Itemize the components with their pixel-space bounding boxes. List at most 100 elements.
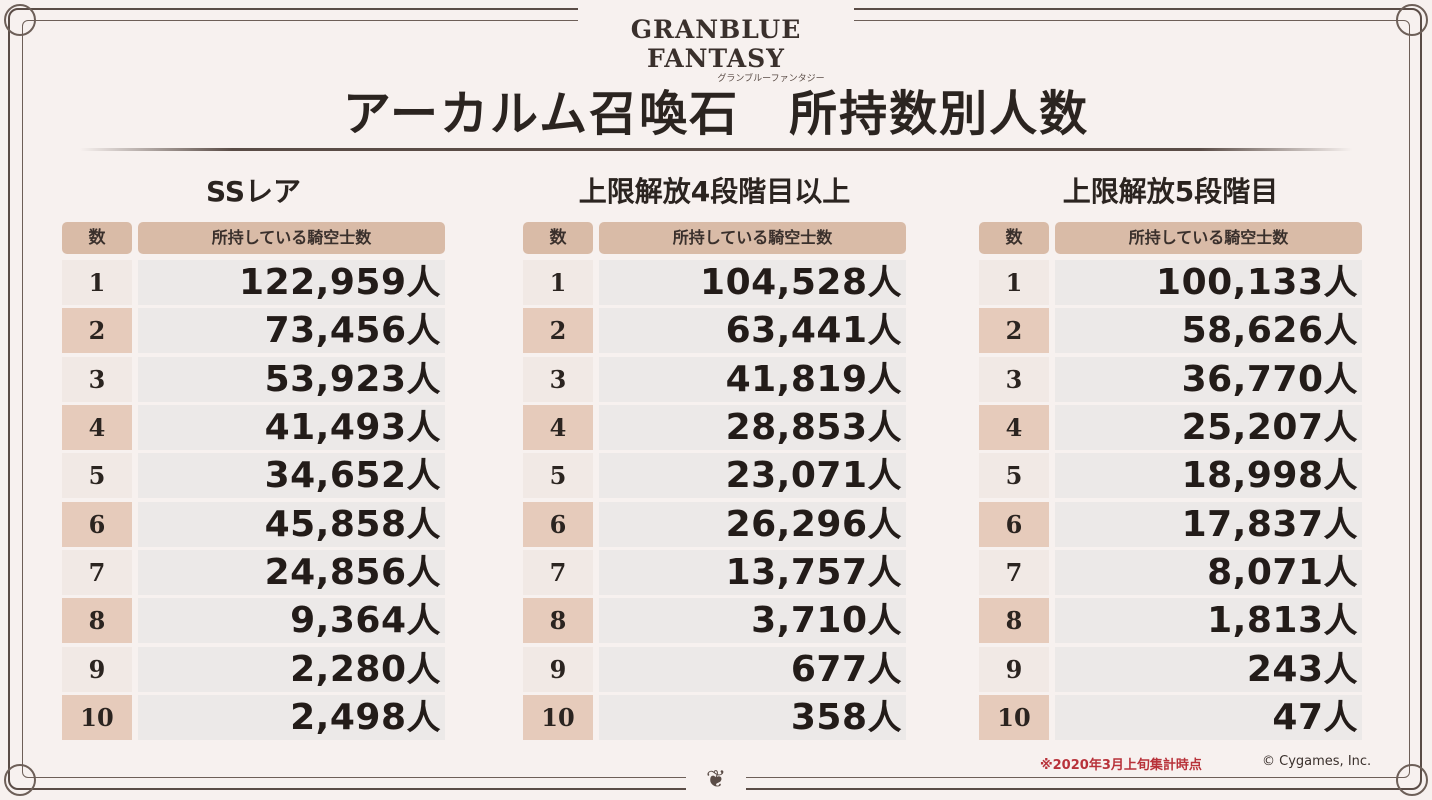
owners-value: 34,652 bbox=[264, 455, 407, 497]
owners-value: 24,856 bbox=[264, 551, 407, 593]
table-row: 5 23,071人 bbox=[523, 453, 906, 499]
owners-unit: 人 bbox=[1323, 263, 1358, 303]
table-row: 1 122,959人 bbox=[62, 260, 445, 305]
owners-unit: 人 bbox=[867, 407, 902, 448]
row-count: 7 bbox=[62, 549, 132, 595]
row-owners: 122,959人 bbox=[138, 260, 445, 305]
row-owners: 45,858人 bbox=[138, 501, 445, 547]
owners-value: 1,813 bbox=[1207, 600, 1324, 642]
row-count: 1 bbox=[62, 260, 132, 305]
owners-value: 358 bbox=[790, 696, 868, 738]
row-count: 9 bbox=[523, 646, 593, 692]
table-row: 5 18,998人 bbox=[979, 453, 1362, 499]
row-owners: 58,626人 bbox=[1055, 308, 1362, 354]
owners-unit: 人 bbox=[1323, 504, 1358, 545]
owners-value: 677 bbox=[790, 648, 868, 690]
row-count: 10 bbox=[62, 694, 132, 740]
row-count: 4 bbox=[979, 404, 1049, 450]
table-row: 7 8,071人 bbox=[979, 549, 1362, 595]
row-count: 5 bbox=[523, 453, 593, 499]
row-owners: 18,998人 bbox=[1055, 453, 1362, 499]
row-count: 1 bbox=[523, 260, 593, 305]
table-rows: 1 104,528人 2 63,441人 3 41,819人 4 28,853人 5 23,071… bbox=[523, 260, 906, 740]
row-count: 8 bbox=[979, 598, 1049, 644]
owners-value: 17,837 bbox=[1181, 503, 1324, 545]
table-row: 4 28,853人 bbox=[523, 404, 906, 450]
owners-unit: 人 bbox=[867, 552, 902, 593]
owners-value: 26,296 bbox=[725, 503, 868, 545]
row-count: 6 bbox=[523, 501, 593, 547]
row-count: 6 bbox=[62, 501, 132, 547]
row-count: 5 bbox=[979, 453, 1049, 499]
table-uncap-4: 上限解放4段階目以上 数 所持している騎空士数 1 104,528人 2 63,441… bbox=[523, 170, 906, 743]
row-owners: 28,853人 bbox=[599, 404, 906, 450]
row-owners: 26,296人 bbox=[599, 501, 906, 547]
table-row: 2 58,626人 bbox=[979, 308, 1362, 354]
owners-unit: 人 bbox=[406, 697, 441, 738]
owners-value: 104,528 bbox=[700, 262, 868, 303]
row-owners: 47人 bbox=[1055, 694, 1362, 740]
row-count: 9 bbox=[979, 646, 1049, 692]
owners-unit: 人 bbox=[1323, 601, 1358, 642]
game-logo: GRANBLUE FANTASY グランブルーファンタジー bbox=[578, 6, 854, 84]
owners-unit: 人 bbox=[867, 456, 902, 497]
owners-value: 28,853 bbox=[725, 406, 868, 448]
table-row: 8 3,710人 bbox=[523, 598, 906, 644]
row-count: 7 bbox=[523, 549, 593, 595]
table-row: 10 47人 bbox=[979, 694, 1362, 740]
owners-value: 58,626 bbox=[1181, 310, 1324, 352]
row-count: 2 bbox=[62, 308, 132, 354]
owners-unit: 人 bbox=[1323, 697, 1358, 738]
row-owners: 358人 bbox=[599, 694, 906, 740]
table-rows: 1 122,959人 2 73,456人 3 53,923人 4 41,493人 5 34,652… bbox=[62, 260, 445, 740]
header-count: 数 bbox=[62, 222, 132, 254]
footnote: ※2020年3月上旬集計時点 bbox=[1040, 758, 1202, 773]
owners-unit: 人 bbox=[867, 697, 902, 738]
owners-unit: 人 bbox=[1323, 311, 1358, 352]
owners-unit: 人 bbox=[867, 504, 902, 545]
header-owners: 所持している騎空士数 bbox=[1055, 222, 1362, 254]
table-row: 7 13,757人 bbox=[523, 549, 906, 595]
row-count: 3 bbox=[62, 356, 132, 402]
table-row: 10 358人 bbox=[523, 694, 906, 740]
owners-unit: 人 bbox=[1323, 407, 1358, 448]
owners-value: 41,819 bbox=[725, 358, 868, 400]
owners-unit: 人 bbox=[1323, 456, 1358, 497]
table-header-row: 数 所持している騎空士数 bbox=[62, 222, 445, 254]
row-owners: 243人 bbox=[1055, 646, 1362, 692]
owners-unit: 人 bbox=[406, 552, 441, 593]
table-row: 8 9,364人 bbox=[62, 598, 445, 644]
owners-unit: 人 bbox=[406, 407, 441, 448]
row-owners: 53,923人 bbox=[138, 356, 445, 402]
table-row: 6 17,837人 bbox=[979, 501, 1362, 547]
table-heading: 上限解放4段階目以上 bbox=[578, 175, 851, 208]
owners-unit: 人 bbox=[1323, 649, 1358, 690]
row-count: 9 bbox=[62, 646, 132, 692]
owners-value: 47 bbox=[1272, 696, 1324, 738]
row-owners: 73,456人 bbox=[138, 308, 445, 354]
owners-value: 36,770 bbox=[1181, 358, 1324, 400]
corner-ornament-icon bbox=[4, 764, 36, 796]
row-owners: 100,133人 bbox=[1055, 260, 1362, 305]
row-count: 10 bbox=[523, 694, 593, 740]
row-owners: 8,071人 bbox=[1055, 549, 1362, 595]
owners-value: 243 bbox=[1246, 648, 1324, 690]
owners-unit: 人 bbox=[867, 263, 902, 303]
row-count: 3 bbox=[979, 356, 1049, 402]
table-heading: 上限解放5段階目 bbox=[1062, 175, 1279, 208]
table-rows: 1 100,133人 2 58,626人 3 36,770人 4 25,207人 5 18,998… bbox=[979, 260, 1362, 740]
owners-value: 3,710 bbox=[751, 600, 868, 642]
owners-value: 45,858 bbox=[264, 503, 407, 545]
row-count: 1 bbox=[979, 260, 1049, 305]
row-count: 5 bbox=[62, 453, 132, 499]
row-count: 8 bbox=[523, 598, 593, 644]
row-owners: 2,280人 bbox=[138, 646, 445, 692]
logo-main-text: GRANBLUE FANTASY bbox=[630, 15, 802, 73]
table-heading: SSレア bbox=[205, 175, 302, 208]
owners-unit: 人 bbox=[867, 311, 902, 352]
row-owners: 24,856人 bbox=[138, 549, 445, 595]
table-row: 3 36,770人 bbox=[979, 356, 1362, 402]
table-ss-rare: SSレア 数 所持している騎空士数 1 122,959人 2 73,456人 3 53,9… bbox=[62, 170, 445, 743]
logo-sub-text: グランブルーファンタジー bbox=[717, 74, 825, 84]
row-owners: 677人 bbox=[599, 646, 906, 692]
